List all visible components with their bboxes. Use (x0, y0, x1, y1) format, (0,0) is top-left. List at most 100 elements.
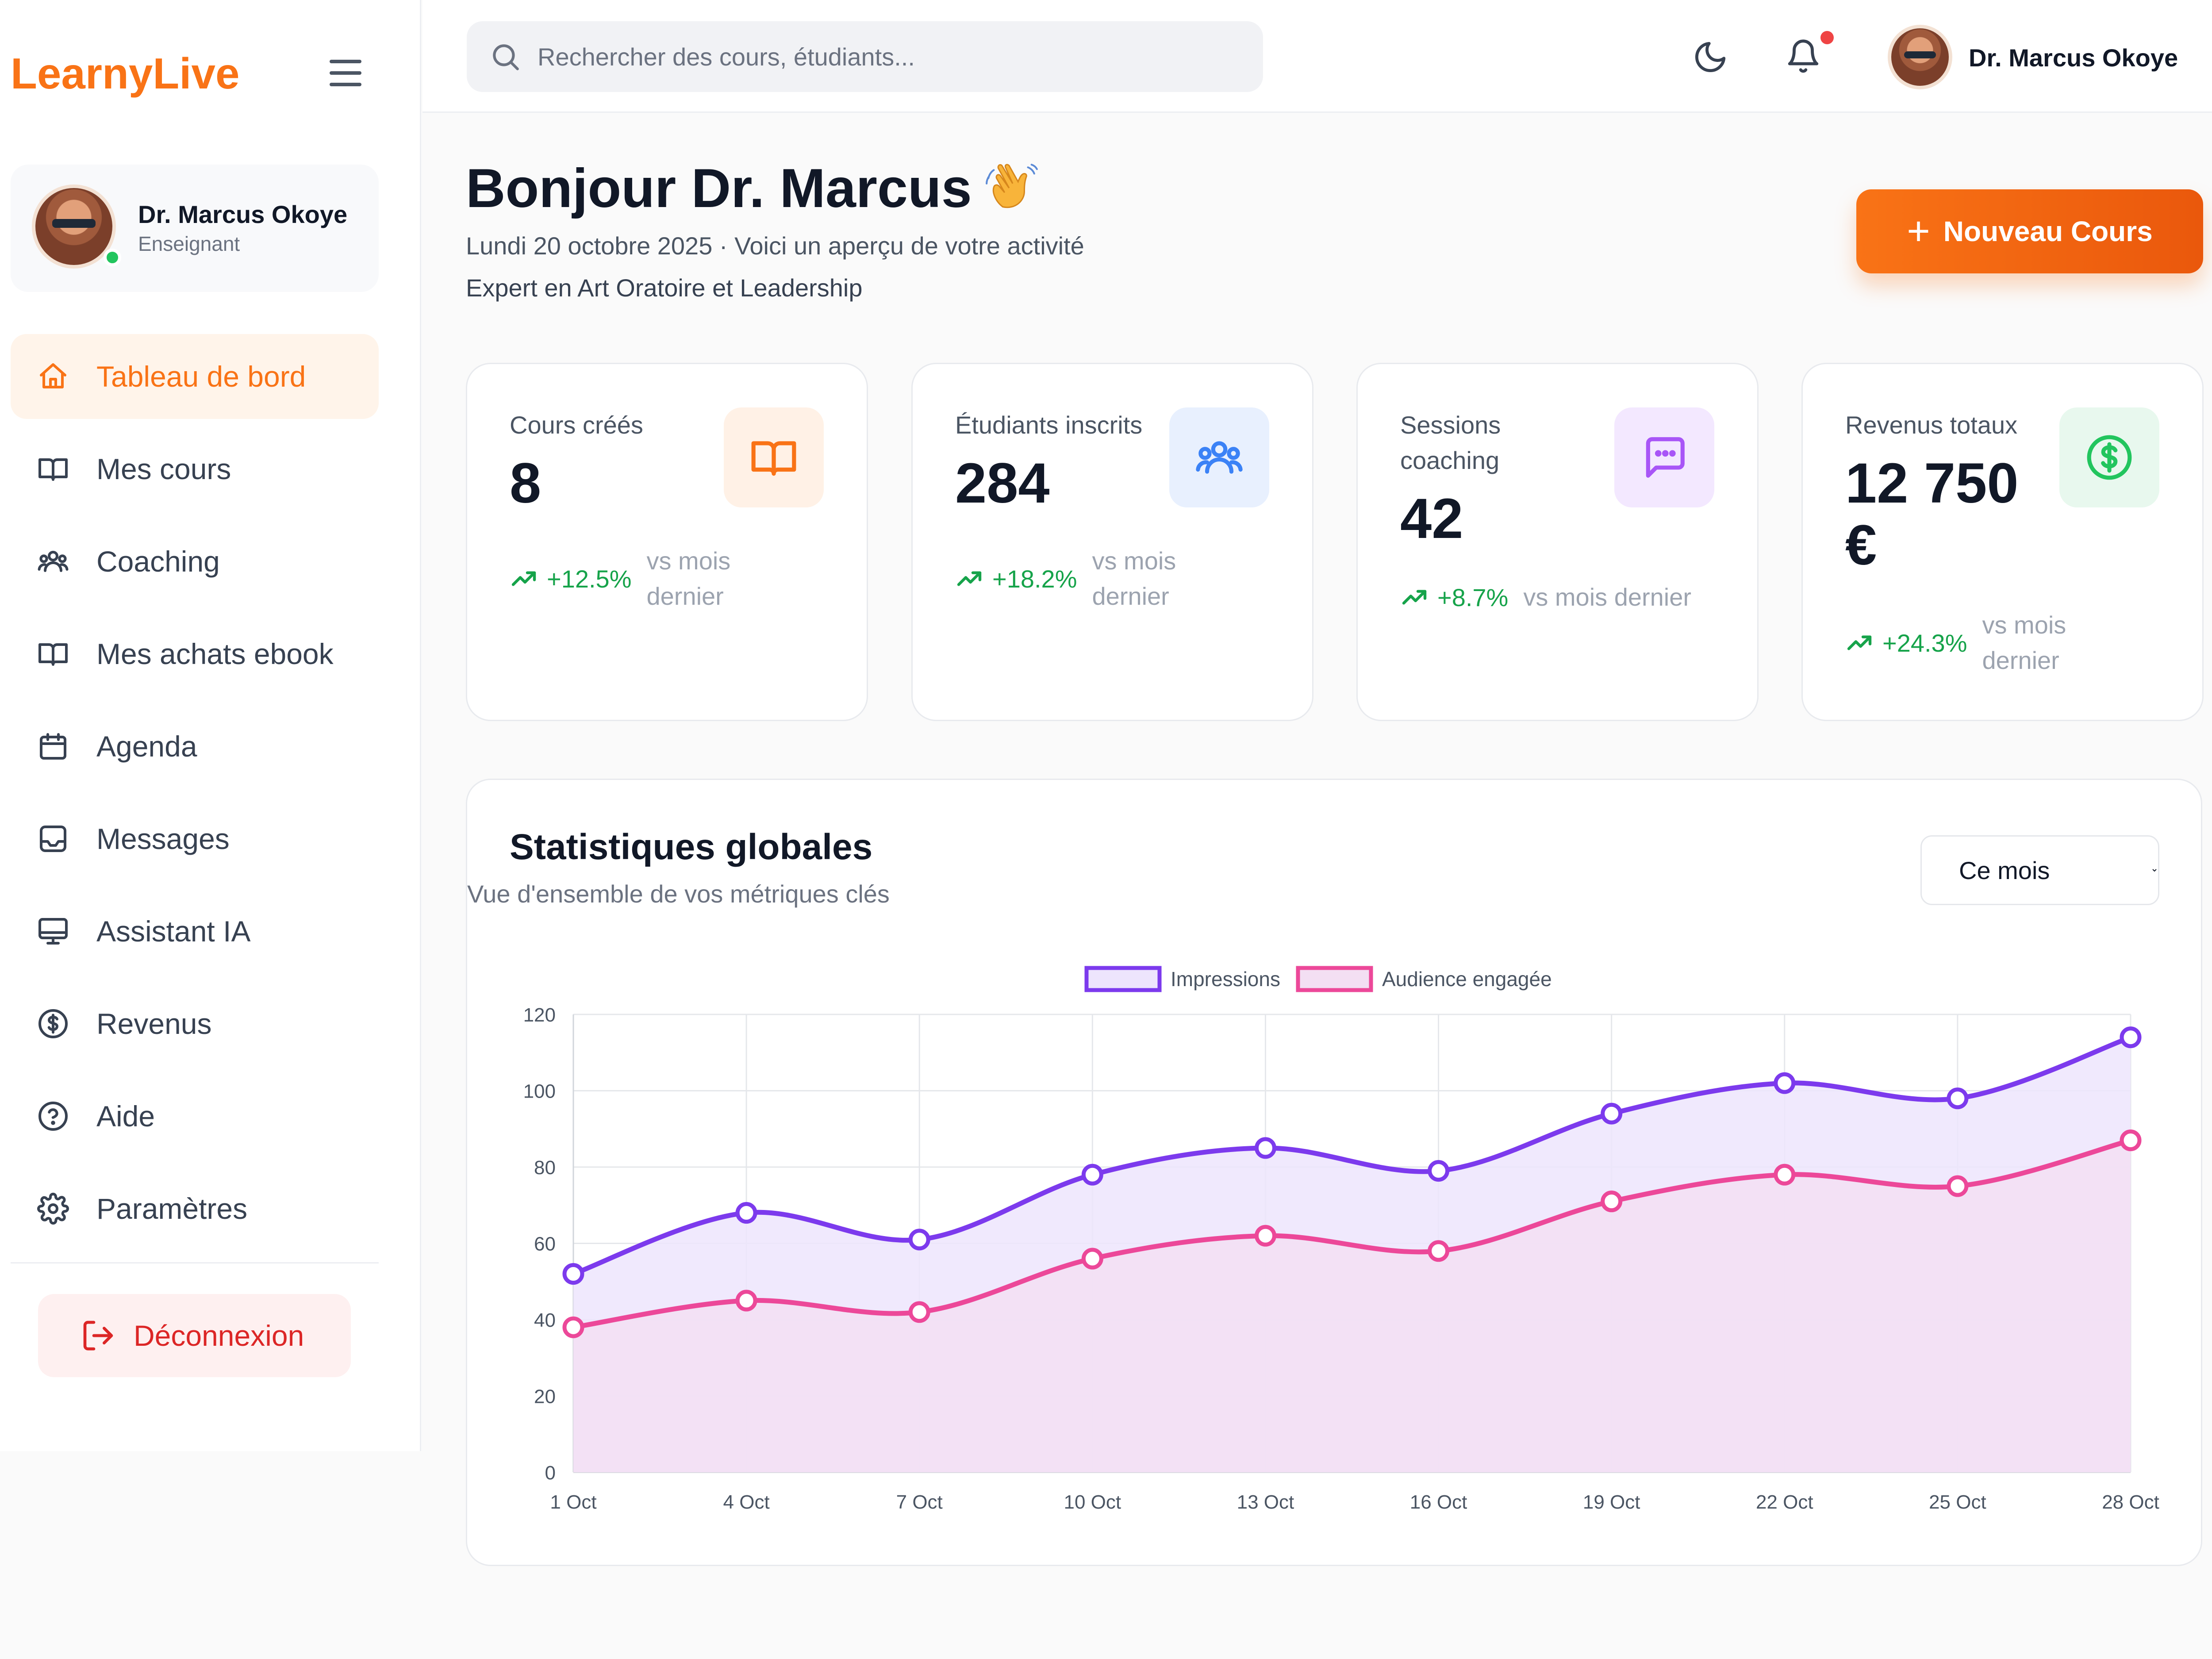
x-tick-label: 28 Oct (2102, 1491, 2159, 1513)
stat-card-courses[interactable]: Cours créés 8 +12.5% vs mois dernier (466, 363, 868, 721)
data-point (1428, 1240, 1450, 1262)
sidebar-nav: Tableau de bord Mes cours Coaching Mes a… (11, 334, 379, 1259)
new-course-button[interactable]: + Nouveau Cours (1856, 189, 2203, 273)
inbox-icon (40, 826, 66, 852)
sidebar-item-agenda[interactable]: Agenda (11, 704, 379, 789)
stat-card-coaching[interactable]: Sessions coaching 42 +8.7% vs mois derni… (1356, 363, 1759, 721)
data-point (735, 1202, 757, 1224)
x-tick-label: 22 Oct (1756, 1491, 1813, 1513)
line-chart: 0 20 40 60 80 100 120 1 Oct 4 Oct 7 Oct 10 Oct 13 O… (523, 966, 2159, 1513)
sidebar-item-label: Mes achats ebook (96, 637, 334, 670)
menu-toggle-icon[interactable] (330, 60, 361, 87)
users-icon (38, 551, 69, 572)
data-point (1254, 1225, 1276, 1247)
x-tick-label: 10 Oct (1064, 1491, 1121, 1513)
sidebar-profile-card[interactable]: Dr. Marcus Okoye Enseignant (11, 165, 379, 292)
stat-trend: +24.3% vs mois dernier (1845, 607, 2097, 678)
data-point (2120, 1026, 2142, 1048)
y-tick-label: 100 (523, 1081, 556, 1102)
sidebar-item-settings[interactable]: Paramètres (11, 1166, 379, 1251)
x-tick-label: 13 Oct (1237, 1491, 1294, 1513)
stat-change: +18.2% (992, 565, 1077, 593)
logout-button[interactable]: Déconnexion (38, 1294, 351, 1377)
data-point (1081, 1164, 1103, 1186)
y-tick-label: 60 (534, 1233, 556, 1255)
data-point (1428, 1160, 1450, 1182)
stat-card-revenue[interactable]: Revenus totaux 12 750 € +24.3% vs mois d… (1801, 363, 2204, 721)
chart-section-subtitle: Vue d'ensemble de vos métriques clés (467, 880, 890, 908)
x-tick-label: 19 Oct (1583, 1491, 1640, 1513)
stat-change: +12.5% (547, 565, 632, 593)
data-point (908, 1301, 930, 1323)
sidebar-item-courses[interactable]: Mes cours (11, 426, 379, 511)
sidebar-item-label: Coaching (96, 545, 220, 578)
logout-icon (83, 1321, 113, 1351)
sidebar-divider (11, 1262, 379, 1263)
x-tick-label: 1 Oct (550, 1491, 596, 1513)
sidebar-item-dashboard[interactable]: Tableau de bord (11, 334, 379, 419)
dark-mode-toggle-icon[interactable] (1692, 39, 1728, 75)
notifications-bell-icon[interactable] (1785, 37, 1821, 75)
stat-value: 42 (1400, 487, 1463, 550)
brand-logo[interactable]: LearnyLive (11, 49, 240, 98)
book-icon (751, 441, 796, 476)
page-title: Bonjour Dr. Marcus (466, 158, 972, 219)
stat-title: Sessions coaching (1400, 411, 1501, 474)
data-point (1774, 1072, 1796, 1094)
x-tick-label: 4 Oct (723, 1491, 770, 1513)
x-tick-label: 7 Oct (896, 1491, 943, 1513)
sidebar-item-label: Agenda (96, 730, 197, 763)
sidebar-item-label: Tableau de bord (96, 360, 306, 393)
sidebar-item-ebooks[interactable]: Mes achats ebook (11, 611, 379, 696)
sidebar-item-label: Messages (96, 822, 230, 855)
expertise-line: Expert en Art Oratoire et Leadership (466, 274, 863, 302)
sidebar-item-coaching[interactable]: Coaching (11, 519, 379, 604)
stat-trend: +8.7% vs mois dernier (1400, 580, 1691, 615)
stat-icon-box (2059, 407, 2159, 507)
chart-section-title: Statistiques globales (510, 827, 873, 867)
sidebar-item-help[interactable]: Aide (11, 1074, 379, 1159)
online-status-dot (104, 249, 121, 266)
users-icon (1196, 441, 1243, 474)
data-point (1601, 1102, 1623, 1125)
waving-hand-icon (986, 164, 1038, 208)
header-user-name[interactable]: Dr. Marcus Okoye (1969, 44, 2178, 72)
legend-swatch (1084, 966, 1162, 992)
trending-up-icon (1402, 590, 1427, 605)
top-header: Dr. Marcus Okoye (422, 0, 2212, 113)
stat-note: vs mois dernier (1523, 583, 1692, 611)
gear-icon (37, 1193, 69, 1225)
profile-name: Dr. Marcus Okoye (138, 200, 348, 228)
y-tick-label: 120 (523, 1004, 556, 1026)
search-input[interactable] (538, 42, 1245, 71)
trending-up-icon (957, 571, 982, 586)
stat-card-students[interactable]: Étudiants inscrits 284 +18.2% vs mois de… (911, 363, 1313, 721)
stat-change: +24.3% (1882, 629, 1967, 657)
x-tick-label: 16 Oct (1410, 1491, 1467, 1513)
legend-swatch (1296, 966, 1373, 992)
stat-trend: +18.2% vs mois dernier (955, 543, 1207, 614)
stat-change: +8.7% (1437, 583, 1509, 611)
stat-icon-box (1169, 407, 1269, 507)
message-icon (1646, 437, 1685, 478)
dollar-icon (38, 1009, 68, 1038)
avatar (32, 184, 116, 269)
sidebar-item-messages[interactable]: Messages (11, 796, 379, 881)
stat-note: vs mois dernier (1982, 611, 2066, 674)
monitor-icon (38, 918, 68, 945)
plus-icon: + (1907, 209, 1930, 253)
sidebar-item-label: Mes cours (96, 453, 231, 485)
data-point (1774, 1164, 1796, 1186)
home-icon (40, 363, 66, 388)
sidebar-item-ai-assistant[interactable]: Assistant IA (11, 889, 379, 974)
search-bar[interactable] (467, 21, 1263, 92)
sidebar-item-label: Revenus (96, 1007, 212, 1040)
y-tick-label: 20 (534, 1386, 556, 1408)
sidebar-item-revenue[interactable]: Revenus (11, 981, 379, 1066)
stat-trend: +12.5% vs mois dernier (510, 543, 762, 614)
series-area (573, 1140, 2131, 1472)
logout-label: Déconnexion (134, 1319, 304, 1352)
avatar[interactable] (1888, 25, 1952, 89)
period-select[interactable]: Ce mois (1920, 835, 2159, 905)
data-point (1947, 1087, 1969, 1110)
